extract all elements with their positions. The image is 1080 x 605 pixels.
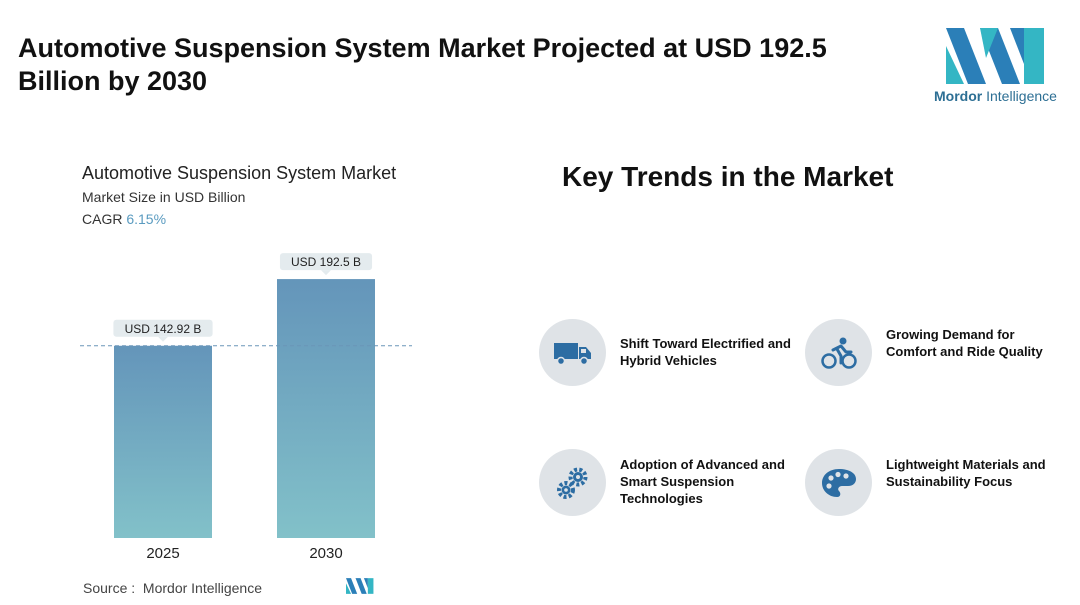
source-logo-icon: [346, 578, 374, 594]
trend-label: Shift Toward Electrified and Hybrid Vehi…: [620, 336, 791, 368]
data-label: USD 192.5 B: [291, 255, 361, 269]
data-label: USD 142.92 B: [125, 322, 202, 336]
trend-label: Lightweight Materials and Sustainability…: [886, 457, 1046, 489]
chart-title: Automotive Suspension System Market: [82, 163, 397, 183]
data-label-pointer: [321, 270, 331, 276]
data-label-box: [279, 253, 373, 271]
truck-icon: [539, 319, 606, 386]
trend-item-electrified: Shift Toward Electrified and Hybrid Vehi…: [539, 319, 809, 389]
palette-icon: [805, 449, 872, 516]
data-label-pointer: [158, 336, 168, 342]
bar-2025: [114, 345, 212, 538]
key-trends-title: Key Trends in the Market: [562, 161, 894, 192]
trend-item-lightweight: Lightweight Materials and Sustainability…: [805, 449, 1075, 519]
cagr-label: CAGR: [82, 211, 123, 227]
bar-2030: [277, 279, 375, 538]
trend-label: Growing Demand for Comfort and Ride Qual…: [886, 327, 1043, 359]
cyclist-icon: [805, 319, 872, 386]
mordor-logo-icon: [946, 28, 1044, 84]
category-label: 2030: [309, 545, 342, 562]
chart-subtitle: Market Size in USD Billion: [82, 189, 246, 205]
trend-item-comfort: Growing Demand for Comfort and Ride Qual…: [805, 319, 1075, 389]
page-title: Automotive Suspension System Market Proj…: [18, 33, 827, 96]
chart-cagr: CAGR 6.15%: [82, 211, 166, 227]
trend-label: Adoption of Advanced and Smart Suspensio…: [620, 457, 785, 506]
gears-icon: [539, 449, 606, 516]
category-label: 2025: [146, 545, 179, 562]
data-label-box: [113, 319, 213, 337]
mordor-logo: Mordor Intelligence: [932, 28, 1062, 108]
logo-text: Mordor Intelligence: [934, 88, 1057, 104]
source-text: Source : Mordor Intelligence: [83, 580, 262, 596]
trend-item-smart-suspension: Adoption of Advanced and Smart Suspensio…: [539, 449, 809, 519]
cagr-value: 6.15%: [126, 211, 167, 227]
